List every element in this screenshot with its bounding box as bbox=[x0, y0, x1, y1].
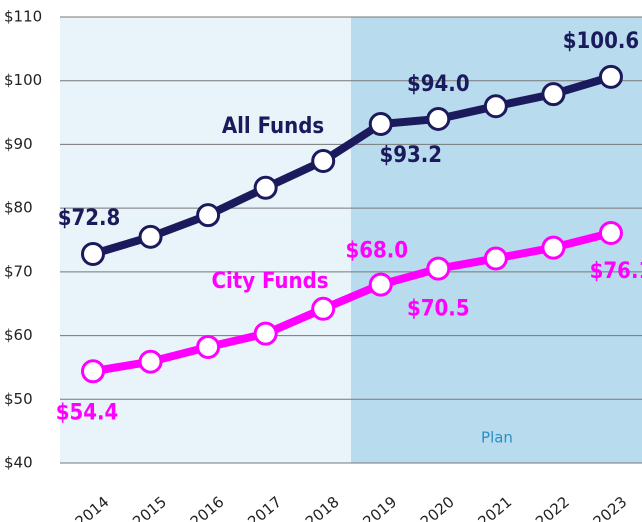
point bbox=[138, 349, 163, 374]
y-tick-label: $50 bbox=[4, 390, 33, 408]
data-label: $54.4 bbox=[56, 400, 119, 425]
series-line bbox=[92, 229, 612, 376]
data-label: $76.1 bbox=[590, 259, 642, 284]
data-label: $94.0 bbox=[407, 72, 470, 97]
plan-label: Plan bbox=[481, 429, 513, 447]
point bbox=[253, 321, 278, 346]
point bbox=[426, 256, 451, 281]
y-tick-label: $110 bbox=[4, 8, 42, 26]
y-tick-label: $90 bbox=[4, 135, 33, 153]
data-label: $70.5 bbox=[407, 297, 470, 322]
series-line bbox=[91, 73, 613, 258]
data-label: $100.6 bbox=[563, 29, 639, 54]
point bbox=[196, 335, 221, 360]
data-label: $68.0 bbox=[345, 239, 408, 264]
point bbox=[598, 220, 623, 245]
point bbox=[426, 106, 451, 131]
point bbox=[138, 224, 163, 249]
point bbox=[311, 148, 336, 173]
y-tick-label: $80 bbox=[4, 199, 33, 217]
point bbox=[598, 64, 623, 89]
point bbox=[81, 359, 105, 384]
data-label: $72.8 bbox=[58, 206, 121, 231]
y-tick-label: $60 bbox=[4, 326, 33, 344]
point bbox=[81, 242, 105, 267]
y-tick-label: $40 bbox=[4, 454, 33, 472]
point bbox=[368, 112, 393, 137]
point bbox=[483, 94, 508, 119]
point bbox=[368, 272, 393, 297]
point bbox=[541, 82, 566, 107]
point bbox=[196, 203, 221, 228]
point bbox=[541, 235, 566, 260]
y-tick-label: $70 bbox=[4, 262, 33, 280]
series-label: All Funds bbox=[222, 114, 324, 139]
point bbox=[253, 175, 278, 200]
point bbox=[311, 296, 336, 321]
data-label: $93.2 bbox=[379, 143, 442, 168]
series-label: City Funds bbox=[211, 269, 328, 294]
y-tick-label: $100 bbox=[4, 71, 42, 89]
point bbox=[483, 246, 508, 271]
